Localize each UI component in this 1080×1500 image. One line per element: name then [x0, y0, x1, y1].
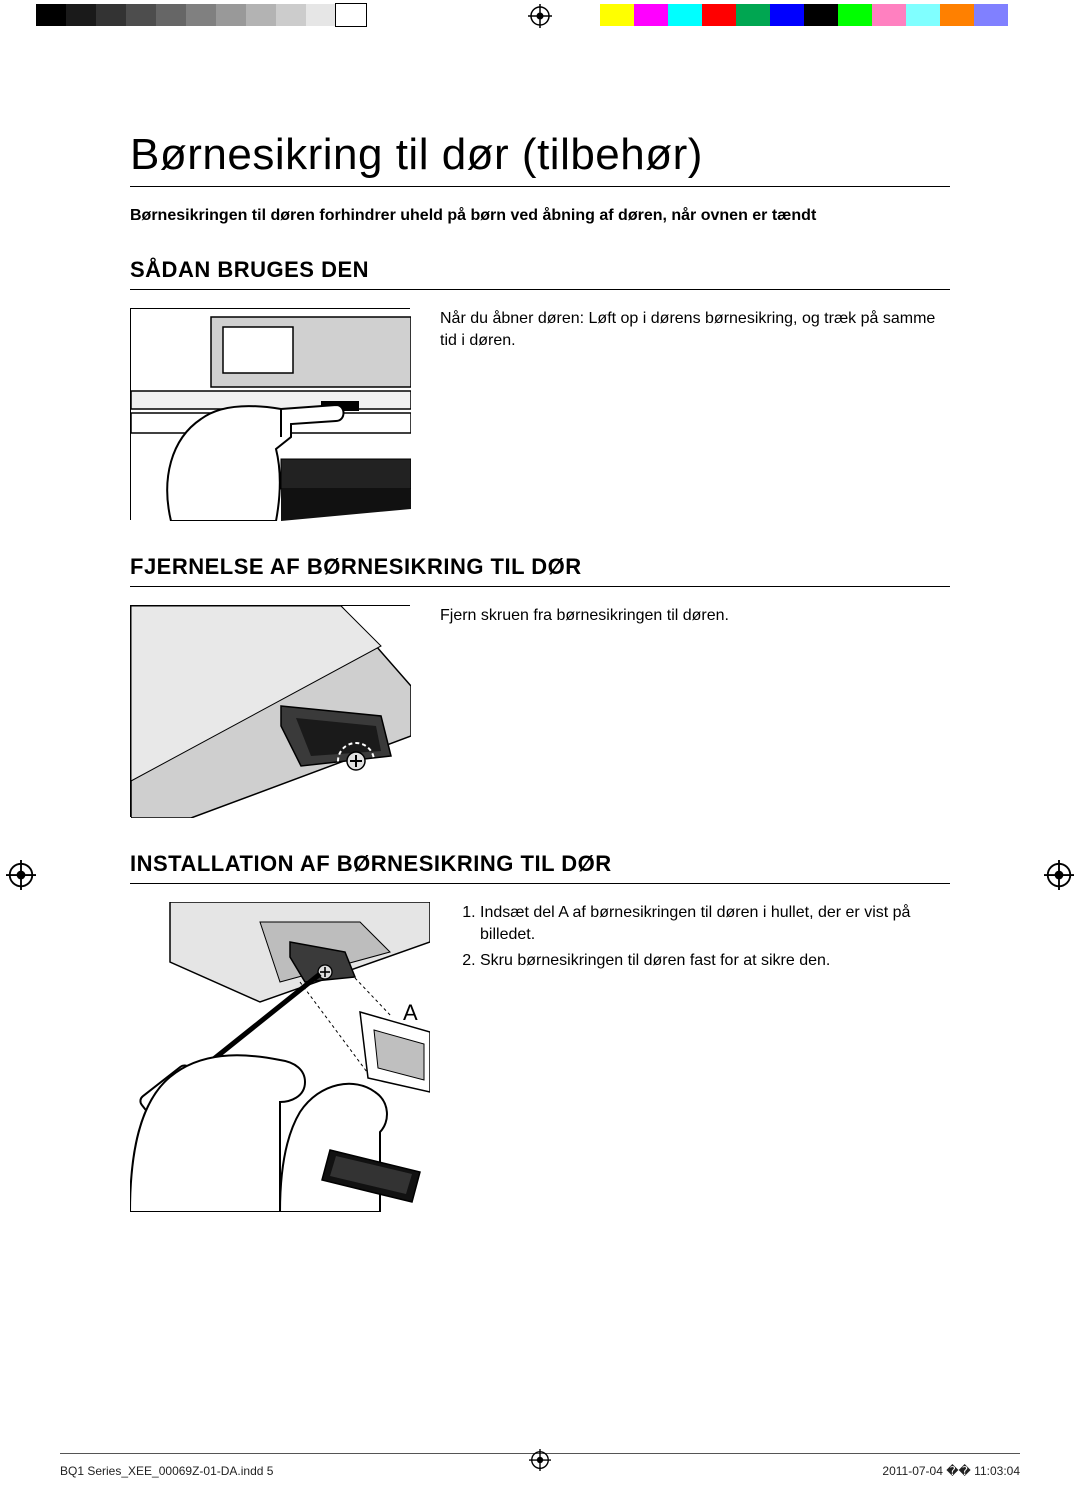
intro-text: Børnesikringen til døren forhindrer uhel…: [130, 205, 950, 227]
section-usage: SÅDAN BRUGES DEN: [130, 257, 950, 520]
colorbar-swatch: [838, 4, 872, 26]
colorbar-swatch: [634, 4, 668, 26]
install-step-1: Indsæt del A af børnesikringen til døren…: [480, 902, 950, 947]
colorbar-swatch: [702, 4, 736, 26]
registration-mark-left: [6, 860, 36, 890]
figure-usage: [130, 308, 410, 520]
colorbar-swatch: [940, 4, 974, 26]
colorbar-swatch: [186, 4, 216, 26]
colorbar-swatch: [770, 4, 804, 26]
colorbar-swatch: [336, 4, 366, 26]
colorbar-swatch: [246, 4, 276, 26]
colorbar-swatch: [804, 4, 838, 26]
section-usage-heading: SÅDAN BRUGES DEN: [130, 257, 950, 290]
colorbar-swatch: [66, 4, 96, 26]
colorbar-swatch: [276, 4, 306, 26]
colorbar-swatch: [216, 4, 246, 26]
colorbar-swatch: [600, 4, 634, 26]
section-removal-text: Fjern skruen fra børnesikringen til døre…: [440, 605, 950, 627]
colorbar-swatch: [872, 4, 906, 26]
section-removal-heading: FJERNELSE AF BØRNESIKRING TIL DØR: [130, 554, 950, 587]
figure-removal: [130, 605, 410, 817]
install-step-2: Skru børnesikringen til døren fast for a…: [480, 950, 950, 972]
registration-mark-bottom: [529, 1449, 551, 1474]
colorbar-swatch: [126, 4, 156, 26]
colorbar-swatch: [906, 4, 940, 26]
colorbar-swatch: [96, 4, 126, 26]
page-title: Børnesikring til dør (tilbehør): [130, 130, 950, 187]
colorbar-swatch: [736, 4, 770, 26]
callout-label-A: A: [403, 1000, 418, 1025]
colorbar-swatch: [974, 4, 1008, 26]
section-install-heading: INSTALLATION AF BØRNESIKRING TIL DØR: [130, 851, 950, 884]
section-install-text: Indsæt del A af børnesikringen til døren…: [460, 902, 950, 977]
content-area: Børnesikring til dør (tilbehør) Børnesik…: [130, 130, 950, 1246]
print-footer: BQ1 Series_XEE_00069Z-01-DA.indd 5 2011-…: [60, 1453, 1020, 1478]
colorbar-swatch: [156, 4, 186, 26]
footer-filename: BQ1 Series_XEE_00069Z-01-DA.indd 5: [60, 1464, 273, 1478]
colorbar-swatch: [36, 4, 66, 26]
registration-mark-top: [528, 4, 552, 28]
section-usage-text: Når du åbner døren: Løft op i dørens bør…: [440, 308, 950, 353]
figure-install: A: [130, 902, 430, 1212]
registration-mark-right: [1044, 860, 1074, 890]
colorbar-swatch: [668, 4, 702, 26]
section-removal: FJERNELSE AF BØRNESIKRING TIL DØR: [130, 554, 950, 817]
footer-timestamp: 2011-07-04 �� 11:03:04: [882, 1464, 1020, 1478]
page: Børnesikring til dør (tilbehør) Børnesik…: [0, 0, 1080, 1500]
colorbar-swatch: [306, 4, 336, 26]
section-install: INSTALLATION AF BØRNESIKRING TIL DØR: [130, 851, 950, 1212]
